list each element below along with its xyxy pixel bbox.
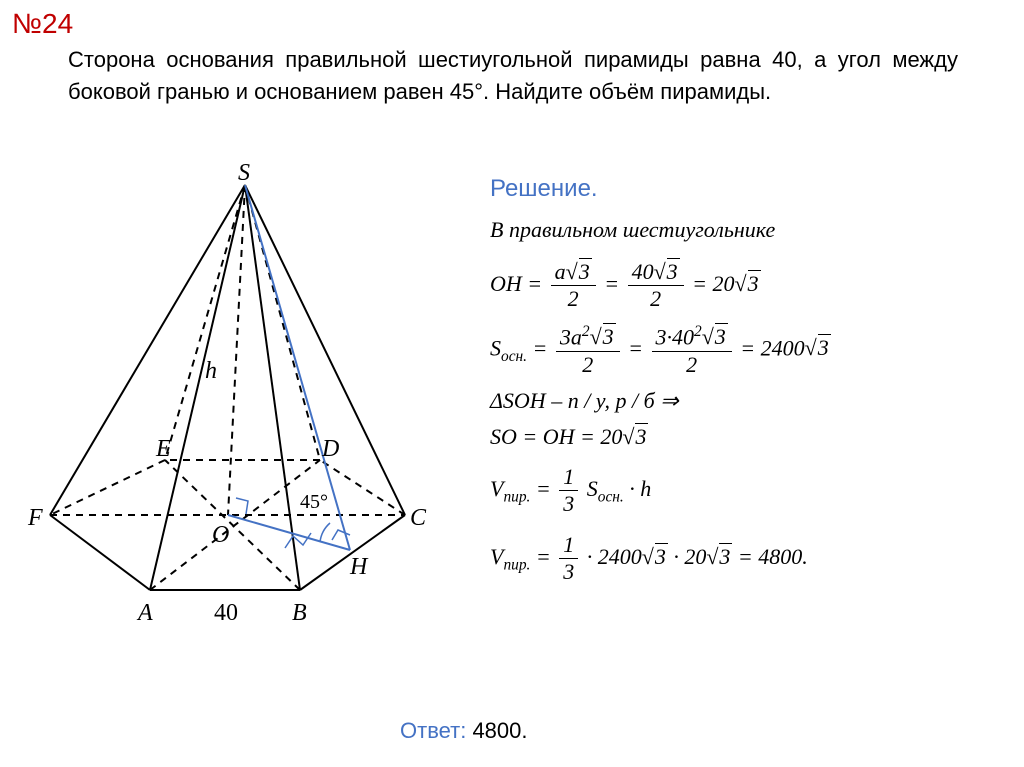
label-D: D — [321, 436, 339, 462]
line-Vpir1: Vпир. = 1 3 Sосн. · h — [490, 464, 1010, 518]
label-F: F — [27, 505, 43, 531]
label-A: A — [136, 600, 153, 626]
pyramid-diagram: S A B C D E F O H h 40 45° — [10, 160, 480, 650]
line-SOH: ΔSOH – п / у, р / б ⇒ — [490, 388, 1010, 414]
label-B: B — [292, 600, 307, 626]
line-hexagon: В правильном шестиугольнике — [490, 217, 1010, 243]
solution-header: Решение. — [490, 175, 1010, 203]
label-E: E — [155, 436, 171, 462]
problem-text: Сторона основания правильной шестиугольн… — [68, 44, 958, 108]
answer-line: Ответ: 4800. — [400, 718, 528, 744]
line-OH: OH = a3 2 = 403 2 = 203 — [490, 259, 1010, 313]
label-O: O — [212, 522, 229, 548]
label-angle: 45° — [300, 491, 328, 513]
solution-block: Решение. В правильном шестиугольнике OH … — [490, 175, 1010, 595]
problem-number: №24 — [12, 8, 73, 40]
line-SOeq: SO = OH = 203 — [490, 424, 1010, 450]
label-side: 40 — [214, 600, 238, 626]
answer-value: 4800. — [472, 718, 527, 743]
label-H: H — [349, 554, 369, 580]
label-S: S — [238, 160, 250, 186]
line-Sосн: Sосн. = 3a23 2 = 3·4023 2 = 24003 — [490, 323, 1010, 378]
label-h: h — [205, 358, 217, 384]
answer-label: Ответ: — [400, 718, 472, 743]
label-C: C — [410, 505, 427, 531]
line-Vpir2: Vпир. = 1 3 · 24003 · 203 = 4800. — [490, 532, 1010, 586]
